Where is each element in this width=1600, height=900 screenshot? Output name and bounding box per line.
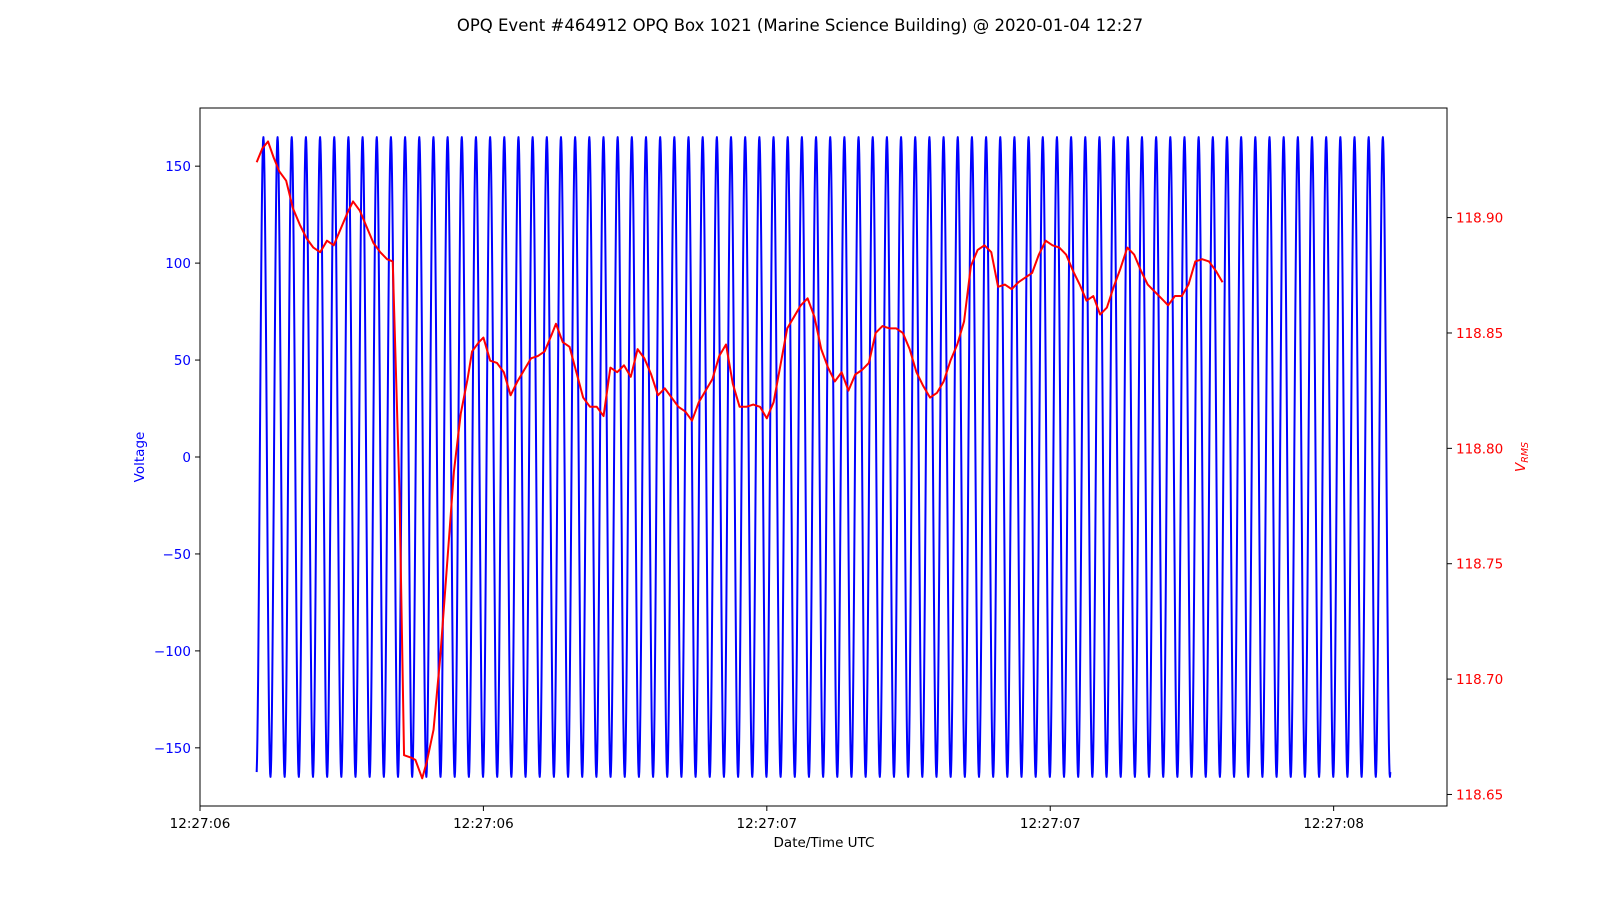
left-y-tick-label: −100	[154, 644, 191, 660]
right-y-tick-label: 118.75	[1456, 557, 1503, 573]
right-y-tick-label: 118.90	[1456, 211, 1503, 227]
left-y-tick-label: 0	[182, 450, 191, 466]
left-y-tick-label: −50	[163, 547, 192, 563]
x-tick-label: 12:27:08	[1303, 816, 1364, 832]
left-y-tick-label: 100	[165, 256, 191, 272]
plot-series	[255, 136, 1392, 780]
left-y-axis: −150 −100 −50 0 50 100 150	[154, 159, 200, 757]
x-axis-label: Date/Time UTC	[774, 835, 875, 851]
left-y-tick-label: 50	[174, 353, 191, 369]
right-y-tick-label: 118.85	[1456, 326, 1503, 342]
x-axis: 12:27:06 12:27:06 12:27:07 12:27:07 12:27:08	[170, 806, 1364, 832]
left-y-axis-label: Voltage	[132, 432, 148, 483]
x-tick-label: 12:27:07	[1020, 816, 1081, 832]
left-y-tick-label: 150	[165, 159, 191, 175]
right-y-axis-label-main: V	[1513, 461, 1529, 472]
right-y-axis: 118.65 118.70 118.75 118.80 118.85 118.90	[1447, 211, 1503, 803]
voltage-waveform-series	[255, 136, 1392, 778]
right-y-axis-label: VRMS	[1513, 442, 1531, 472]
right-y-axis-label-subscript: RMS	[1520, 442, 1531, 463]
right-y-tick-label: 118.65	[1456, 787, 1503, 803]
x-tick-label: 12:27:07	[736, 816, 797, 832]
chart-title: OPQ Event #464912 OPQ Box 1021 (Marine S…	[457, 16, 1143, 35]
x-tick-label: 12:27:06	[170, 816, 231, 832]
vrms-series	[255, 140, 1224, 780]
right-y-tick-label: 118.80	[1456, 441, 1503, 457]
left-y-tick-label: −150	[154, 741, 191, 757]
right-y-tick-label: 118.70	[1456, 672, 1503, 688]
x-tick-label: 12:27:06	[453, 816, 514, 832]
